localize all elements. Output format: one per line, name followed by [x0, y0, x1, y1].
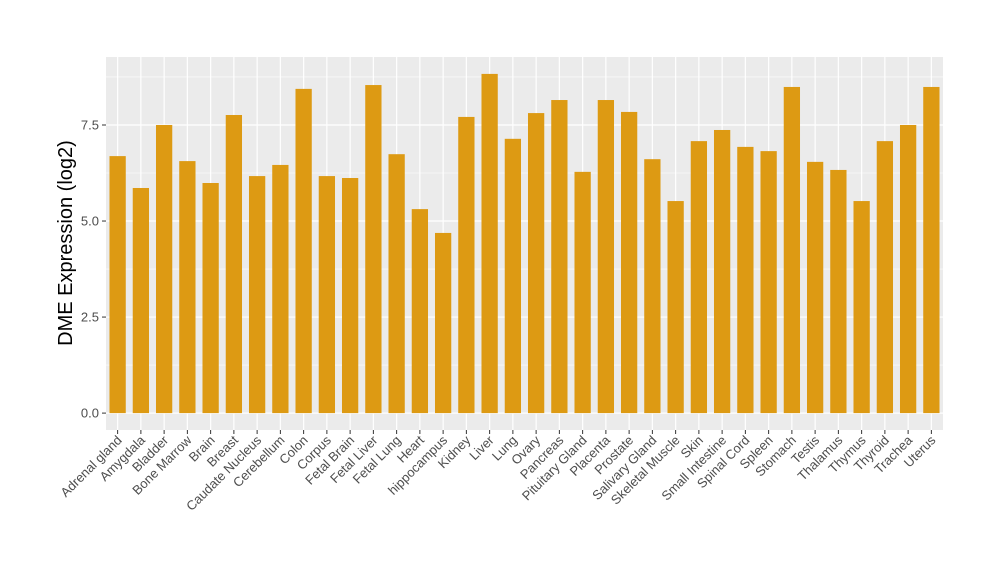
- bar-skin: [690, 141, 708, 414]
- bar-placenta: [597, 100, 615, 414]
- bar-stomach: [783, 86, 801, 414]
- y-tick-label: 7.5: [81, 117, 99, 132]
- bar-fetal-liver: [365, 85, 382, 414]
- bar-heart: [411, 209, 429, 414]
- bar-hippocampus: [434, 232, 452, 414]
- bar-thymus: [853, 201, 870, 414]
- bar-prostate: [620, 111, 638, 414]
- bar-bladder: [155, 124, 173, 414]
- bar-cerebellum: [272, 164, 289, 414]
- y-tick-label: 5.0: [81, 214, 99, 229]
- bar-colon: [295, 88, 312, 414]
- bar-pancreas: [551, 100, 568, 414]
- bar-trachea: [899, 124, 917, 414]
- y-tick-label: 0.0: [81, 406, 99, 421]
- y-axis-label: DME Expression (log2): [55, 140, 77, 346]
- bar-salivary-gland: [644, 159, 661, 414]
- bar-small-intestine: [713, 129, 731, 414]
- bar-amygdala: [132, 187, 150, 414]
- bar-uterus: [923, 86, 940, 414]
- bar-pituitary-gland: [574, 171, 591, 414]
- bar-lung: [504, 138, 522, 414]
- bars: [109, 73, 940, 414]
- bar-brain: [202, 182, 219, 414]
- bar-thalamus: [830, 169, 847, 414]
- bar-bone-marrow: [179, 161, 196, 414]
- bar-spinal-cord: [737, 146, 754, 414]
- bar-spleen: [760, 151, 777, 414]
- y-axis: 0.0 2.5 5.0 7.5: [81, 117, 106, 421]
- plot-panel: [106, 57, 943, 430]
- bar-adrenal-gland: [109, 156, 126, 414]
- y-tick-label: 2.5: [81, 310, 99, 325]
- bar-ovary: [527, 113, 545, 414]
- bar-skeletal-muscle: [667, 201, 684, 414]
- bar-kidney: [458, 116, 475, 414]
- bar-liver: [481, 73, 498, 414]
- bar-caudate-nucleus: [248, 176, 266, 414]
- bar-testis: [806, 161, 824, 414]
- x-tick-label: Liver: [466, 432, 497, 463]
- bar-thyroid: [876, 141, 894, 414]
- bar-fetal-lung: [388, 154, 405, 414]
- bar-breast: [225, 115, 243, 414]
- bar-fetal-brain: [341, 178, 359, 414]
- bar-corpus: [318, 176, 336, 414]
